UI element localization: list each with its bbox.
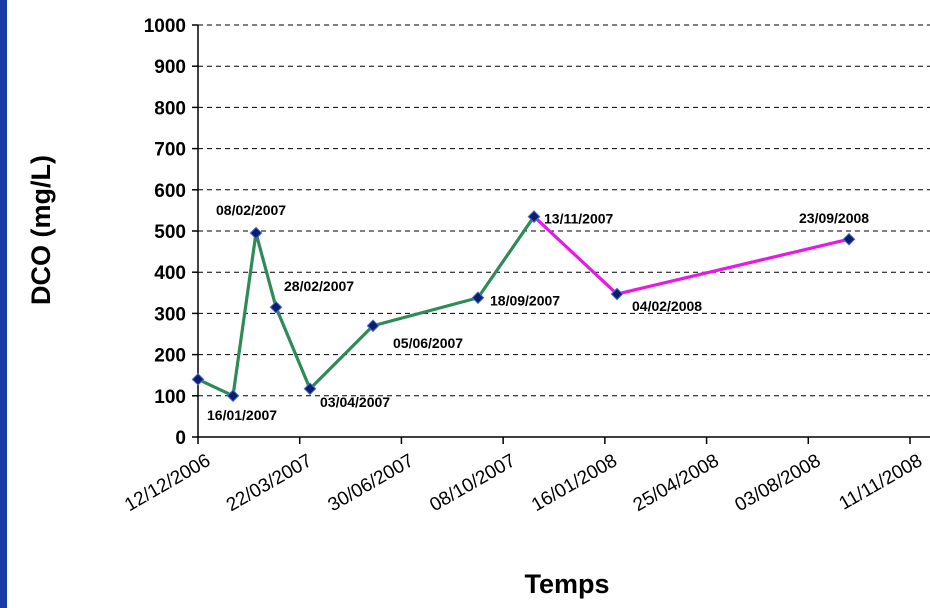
x-tick-label: 30/06/2007 (325, 450, 418, 516)
data-point (366, 319, 380, 333)
series-line-1 (197, 215, 536, 398)
data-point (842, 232, 856, 246)
data-point (610, 287, 624, 301)
y-tick-label: 800 (154, 98, 186, 119)
data-label: 03/04/2007 (320, 394, 390, 410)
data-point (527, 210, 541, 223)
y-tick-label: 500 (154, 222, 186, 243)
data-label: 23/09/2008 (799, 210, 869, 226)
data-point (269, 300, 283, 314)
x-tick-label: 22/03/2007 (223, 450, 316, 516)
data-label: 18/09/2007 (490, 293, 560, 309)
data-label: 16/01/2007 (207, 407, 277, 423)
y-tick-label: 100 (154, 387, 186, 408)
data-markers (191, 210, 856, 403)
y-tick-label: 900 (154, 57, 186, 78)
data-point (471, 291, 485, 305)
left-edge-bar (0, 0, 7, 608)
data-label: 04/02/2008 (632, 298, 702, 314)
x-tick-label: 03/08/2008 (732, 450, 825, 516)
gridlines (198, 24, 930, 397)
y-tick-label: 600 (154, 181, 186, 202)
y-tick-label: 0 (175, 428, 186, 449)
data-labels: 16/01/2007 08/02/2007 28/02/2007 03/04/2007… (207, 202, 869, 423)
y-tick-label: 300 (154, 304, 186, 325)
data-label: 13/11/2007 (544, 211, 614, 227)
data-label: 28/02/2007 (284, 278, 354, 294)
x-tick-label: 16/01/2008 (528, 450, 621, 516)
data-point (249, 226, 263, 240)
data-point (226, 389, 240, 403)
data-point (191, 372, 205, 386)
x-tick-label: 08/10/2007 (426, 450, 519, 516)
x-tick-label: 12/12/2006 (121, 450, 214, 516)
y-tick-label: 1000 (144, 16, 186, 37)
x-tick-label: 25/04/2008 (630, 450, 723, 516)
data-label: 08/02/2007 (216, 202, 286, 218)
data-point (303, 382, 317, 396)
y-tick-label: 400 (154, 263, 186, 284)
x-tick-label: 11/11/2008 (836, 450, 926, 514)
y-tick-label: 700 (154, 140, 186, 161)
data-label: 05/06/2007 (393, 335, 463, 351)
axes: 0 100 200 300 400 500 600 700 800 900 1000 12/12/20… (121, 16, 930, 516)
y-tick-label: 200 (154, 346, 186, 367)
y-axis-title: DCO (mg/L) (26, 155, 56, 305)
series-line-2 (532, 215, 850, 296)
x-axis-title: Temps (524, 569, 609, 599)
